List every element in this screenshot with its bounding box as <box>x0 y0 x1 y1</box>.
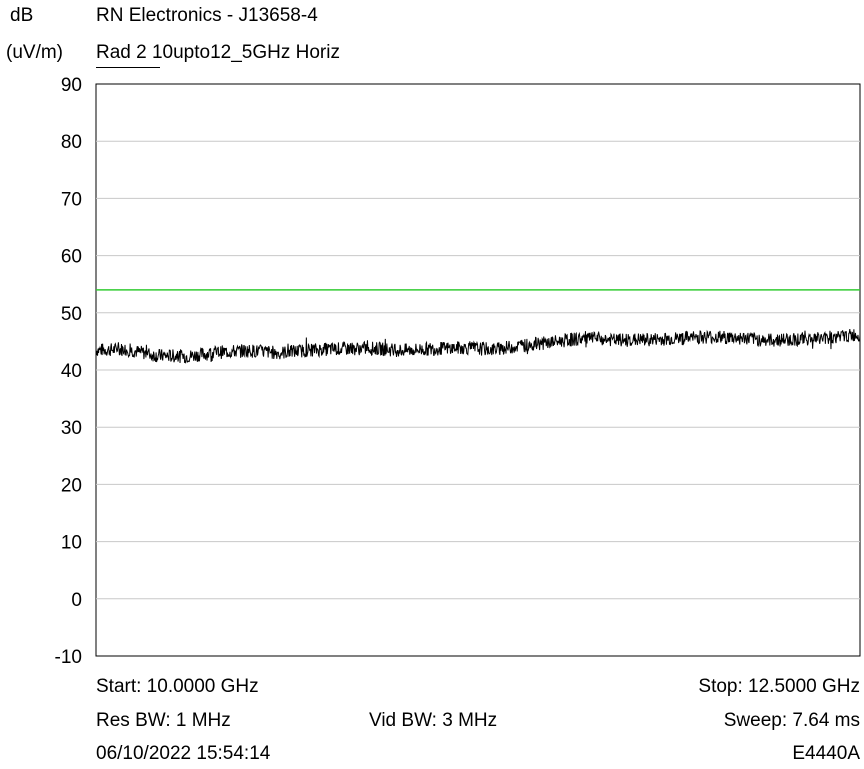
y-tick-label: 80 <box>61 132 82 153</box>
sweep-time: Sweep: 7.64 ms <box>724 710 860 732</box>
y-unit-line2: (uV/m) <box>6 42 63 64</box>
y-tick-label: 70 <box>61 189 82 210</box>
y-unit-line1: dB <box>10 5 33 27</box>
y-tick-label: 10 <box>61 533 82 554</box>
y-tick-label: 90 <box>61 75 82 96</box>
y-tick-label: 50 <box>61 304 82 325</box>
y-tick-label: 40 <box>61 361 82 382</box>
y-tick-label: -10 <box>55 647 82 668</box>
start-frequency: Start: 10.0000 GHz <box>96 676 259 698</box>
analyzer-model: E4440A <box>792 743 860 765</box>
stop-frequency: Stop: 12.5000 GHz <box>698 676 860 698</box>
video-bandwidth: Vid BW: 3 MHz <box>369 710 497 732</box>
timestamp: 06/10/2022 15:54:14 <box>96 743 270 765</box>
chart-title: RN Electronics - J13658-4 <box>96 5 318 27</box>
chart-subtitle: Rad 2 10upto12_5GHz Horiz <box>96 42 340 64</box>
resolution-bandwidth: Res BW: 1 MHz <box>96 710 231 732</box>
y-tick-label: 30 <box>61 418 82 439</box>
y-tick-label: 60 <box>61 247 82 268</box>
y-tick-label: 0 <box>71 590 82 611</box>
legend-underline <box>96 67 160 68</box>
y-tick-label: 20 <box>61 475 82 496</box>
